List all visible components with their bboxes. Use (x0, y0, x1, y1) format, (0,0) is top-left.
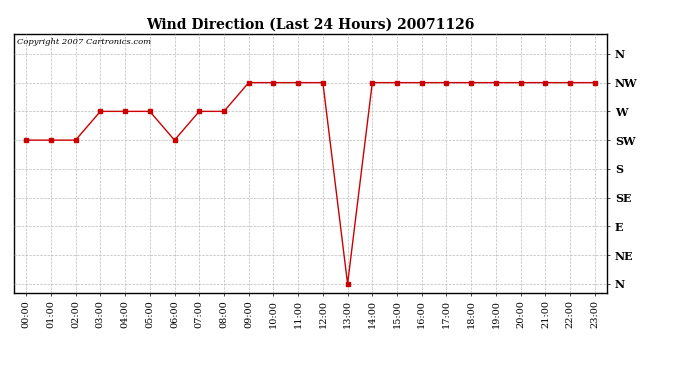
Text: Copyright 2007 Cartronics.com: Copyright 2007 Cartronics.com (17, 38, 151, 46)
Title: Wind Direction (Last 24 Hours) 20071126: Wind Direction (Last 24 Hours) 20071126 (146, 17, 475, 31)
